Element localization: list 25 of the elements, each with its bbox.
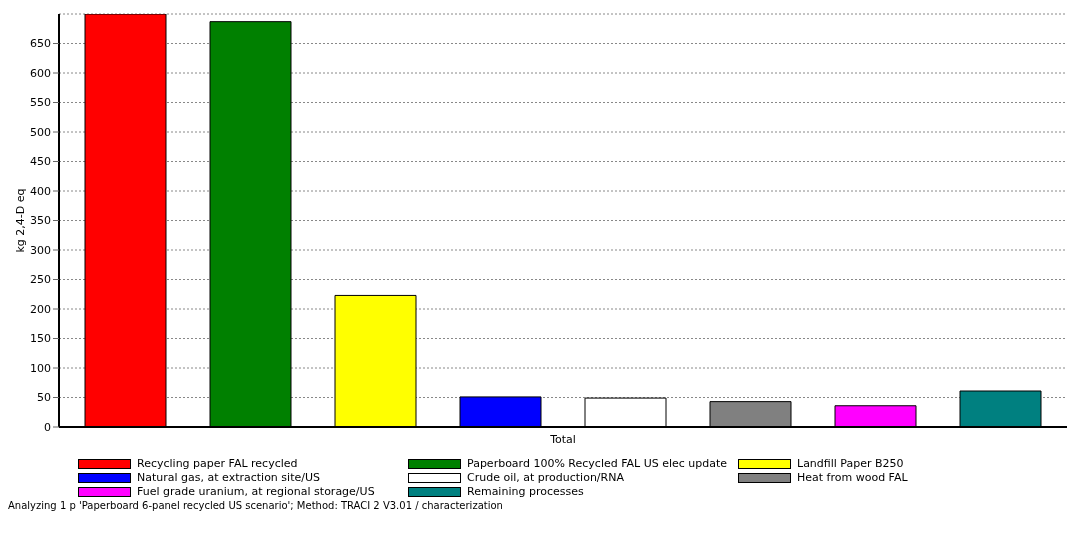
legend-label: Fuel grade uranium, at regional storage/US	[137, 485, 375, 498]
x-tick-label: Total	[549, 432, 576, 446]
y-tick-label: 100	[30, 361, 51, 375]
y-tick-label: 150	[30, 332, 51, 346]
legend-label: Heat from wood FAL	[797, 471, 908, 484]
y-tick-label: 50	[37, 391, 51, 405]
y-tick-label: 400	[30, 184, 51, 198]
y-tick-label: 300	[30, 243, 51, 257]
y-tick-label: 650	[30, 37, 51, 51]
y-tick-label: 450	[30, 155, 51, 169]
legend-label: Recycling paper FAL recycled	[137, 457, 298, 470]
text: Analyzing 1 p 'Paperboard 6-panel recycled US scenario'; Method: TRACI 2 V3.01 / characterization	[8, 500, 504, 511]
y-tick-label: 200	[30, 302, 51, 316]
y-tick-label: 250	[30, 273, 51, 287]
legend-label: Remaining processes	[467, 485, 584, 498]
legend-label: Crude oil, at production/RNA	[467, 471, 624, 484]
y-tick-label: 600	[30, 66, 51, 80]
y-axis-title: kg 2,4-D eq	[13, 188, 27, 253]
y-tick-label: 350	[30, 214, 51, 228]
y-tick-label: 500	[30, 125, 51, 139]
y-tick-label: 0	[44, 420, 51, 434]
legend-label: Paperboard 100% Recycled FAL US elec update	[467, 457, 728, 470]
y-tick-label: 550	[30, 96, 51, 110]
legend-label: Natural gas, at extraction site/US	[137, 471, 320, 484]
legend-label: Landfill Paper B250	[797, 457, 904, 470]
